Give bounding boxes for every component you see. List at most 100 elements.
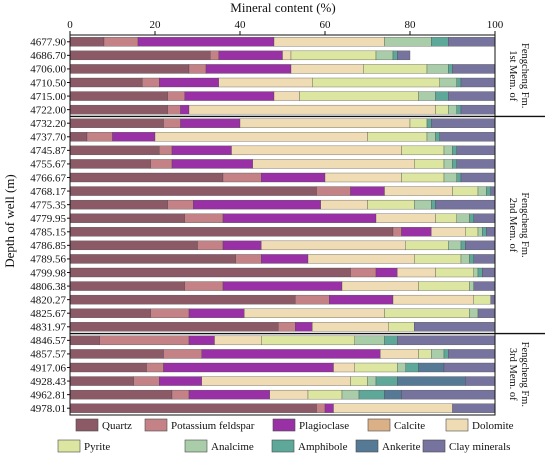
bar-segment [452, 403, 496, 413]
bar-segment [69, 77, 143, 88]
y-tick-label: 4715.00 [30, 91, 66, 103]
bar-segment [69, 254, 236, 264]
bar-segment [222, 172, 262, 183]
bar-segment [69, 349, 164, 359]
bar-segment [473, 254, 496, 264]
y-tick-label: 4831.97 [30, 322, 66, 334]
bar-segment [443, 145, 453, 156]
bar-segment [205, 64, 292, 74]
bar-segment [159, 145, 173, 156]
bar-segment [69, 132, 88, 142]
legend-label: Ankerite [382, 441, 421, 453]
bar-segment [469, 281, 474, 291]
bar-segment [452, 145, 457, 156]
bar-segment [473, 267, 479, 278]
y-tick-label: 4785.15 [30, 227, 66, 239]
bar-segment [171, 159, 253, 169]
y-tick-label: 4928.43 [30, 376, 66, 388]
bar-segment [405, 362, 419, 373]
bar-segment [375, 376, 398, 386]
x-tick-label: 60 [320, 19, 332, 31]
bar-segment [261, 335, 355, 346]
y-tick-label: 4745.87 [30, 145, 66, 157]
bar-segment [150, 159, 173, 169]
bar-segment [435, 199, 496, 210]
bar-segment [69, 199, 168, 210]
bar-segment [69, 145, 160, 156]
bar-segment [188, 308, 245, 318]
bar-segment [477, 227, 483, 237]
bar-segment [460, 172, 496, 183]
bar-segment [69, 50, 211, 61]
bar-segment [384, 37, 432, 47]
bar-segment [435, 91, 449, 101]
bar-segment [431, 118, 496, 128]
bar-segment [443, 159, 453, 169]
legend-swatch [144, 418, 168, 432]
bar-segment [375, 213, 436, 223]
bar-segment [477, 308, 496, 318]
bar-segment [316, 403, 326, 413]
member-label-line2: Fengcheng Fm. [519, 43, 530, 108]
bar-segment [99, 335, 190, 346]
bar-segment [69, 403, 317, 413]
bar-segment [167, 91, 185, 101]
bar-segment [69, 362, 147, 373]
bar-segment [473, 281, 496, 291]
bar-segment [460, 240, 466, 251]
bar-segment [150, 308, 190, 318]
bar-segment [103, 37, 139, 47]
bar-segment [290, 50, 377, 61]
bar-segment [375, 267, 398, 278]
bar-segment [167, 199, 194, 210]
bar-segment [473, 213, 496, 223]
bar-segment [448, 240, 462, 251]
bar-segment [456, 104, 462, 115]
legend-swatch [355, 439, 379, 453]
bar-segment [435, 132, 440, 142]
bar-segment [490, 186, 496, 196]
bar-segment [307, 389, 343, 400]
bar-segment [439, 132, 496, 142]
bar-segment [239, 118, 411, 128]
bar-segment [452, 186, 479, 196]
bar-segment [163, 349, 202, 359]
x-axis-title: Mineral content (%) [230, 0, 335, 15]
bar-segment [375, 50, 394, 61]
bar-segment [69, 186, 317, 196]
member-layer: 1st Mem. of Fengcheng Fm.2nd Mem. of Fengc… [70, 43, 545, 407]
bar-segment [201, 376, 351, 386]
x-tick-label: 80 [405, 19, 417, 31]
y-tick-label: 4846.57 [30, 335, 66, 347]
bar-segment [282, 50, 292, 61]
bar-segment [465, 227, 479, 237]
legend-swatch [422, 439, 446, 453]
bar-segment [295, 322, 313, 332]
bar-segment [290, 64, 364, 74]
legend-swatch [75, 418, 99, 432]
bar-segment [448, 104, 457, 115]
bar-segment [397, 362, 406, 373]
plot-frame [69, 34, 496, 416]
member-label-group: 2nd Mem. of Fengcheng Fm. [507, 192, 530, 257]
legend-label: Clay minerals [449, 441, 510, 453]
bar-segment [456, 159, 496, 169]
member-label-line1: 3rd Mem. of [507, 348, 518, 401]
y-tick-label: 4677.90 [30, 37, 66, 49]
bar-segment [465, 240, 496, 251]
bar-segment [341, 389, 360, 400]
y-tick-label: 4737.70 [30, 132, 66, 144]
bar-segment [384, 335, 398, 346]
bar-segment [469, 308, 479, 318]
bar-segment [69, 389, 173, 400]
y-tick-label: 4825.67 [30, 308, 66, 320]
bar-segment [401, 172, 445, 183]
bar-segment [184, 91, 275, 101]
bar-segment [456, 145, 496, 156]
bar-segment [180, 118, 241, 128]
bar-segment [401, 145, 445, 156]
bar-segment [307, 254, 415, 264]
member-label-line2: Fengcheng Fm. [519, 192, 530, 257]
bar-segment [273, 91, 300, 101]
